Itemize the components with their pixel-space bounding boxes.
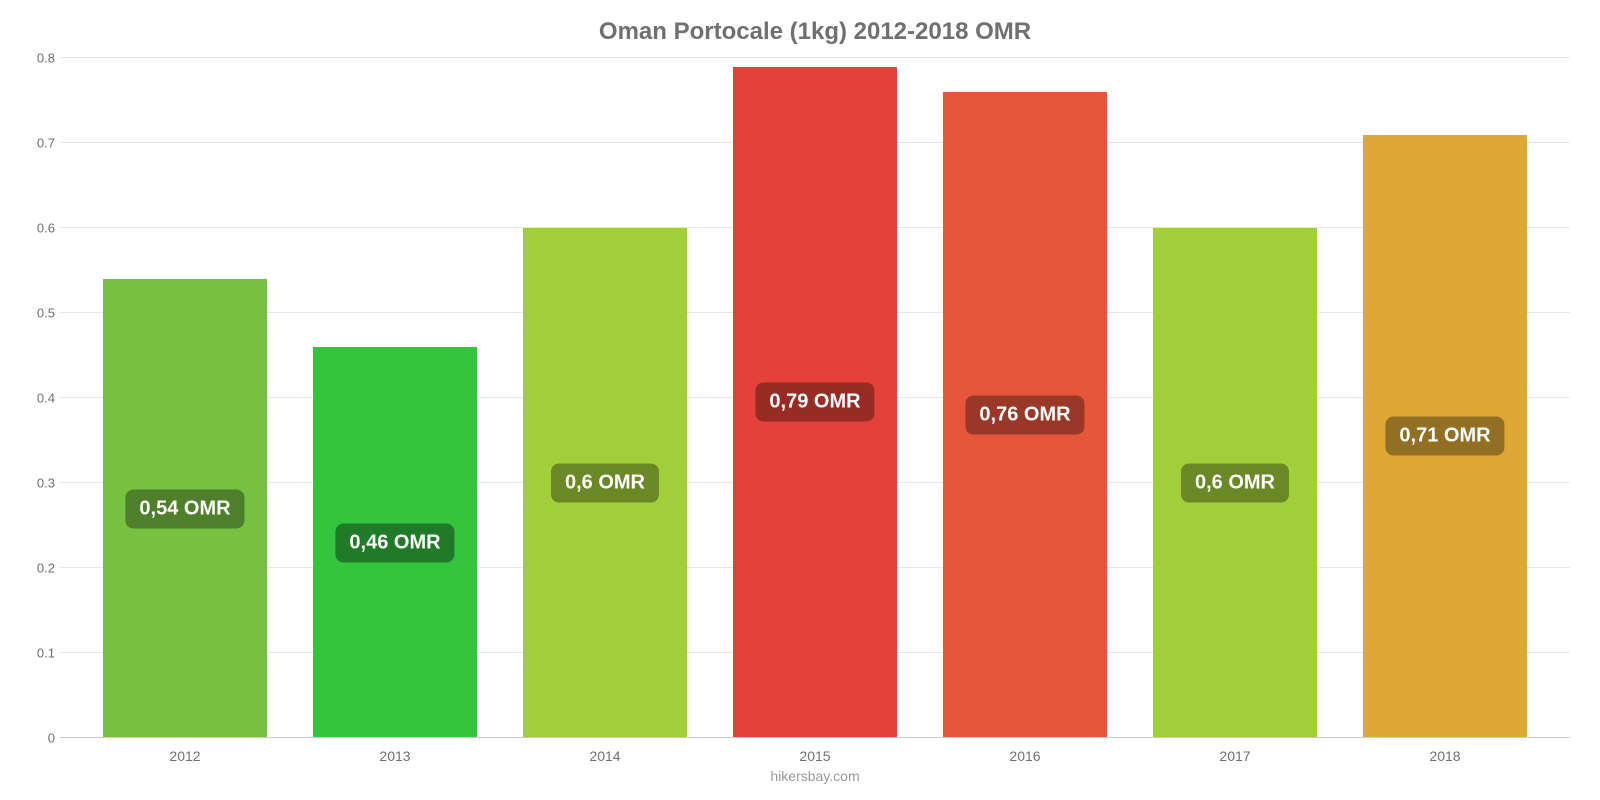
x-tick-label: 2016 — [920, 748, 1130, 764]
bar: 0,54 OMR — [103, 279, 267, 738]
y-tick-label: 0.5 — [15, 306, 55, 321]
bar: 0,46 OMR — [313, 347, 477, 738]
y-tick-label: 0.7 — [15, 136, 55, 151]
value-badge: 0,71 OMR — [1385, 417, 1504, 456]
value-badge: 0,46 OMR — [335, 523, 454, 562]
plot-area: 00.10.20.30.40.50.60.70.8 0,54 OMR0,46 O… — [60, 58, 1570, 738]
bar-slot: 0,6 OMR — [500, 58, 710, 738]
x-axis-labels: 2012201320142015201620172018 — [60, 748, 1570, 764]
x-tick-label: 2017 — [1130, 748, 1340, 764]
bar: 0,79 OMR — [733, 67, 897, 739]
bar: 0,71 OMR — [1363, 135, 1527, 739]
bar-slot: 0,79 OMR — [710, 58, 920, 738]
y-tick-label: 0.2 — [15, 561, 55, 576]
value-badge: 0,79 OMR — [755, 383, 874, 422]
bar: 0,76 OMR — [943, 92, 1107, 738]
value-badge: 0,6 OMR — [1181, 464, 1289, 503]
x-tick-label: 2012 — [80, 748, 290, 764]
y-tick-label: 0.4 — [15, 391, 55, 406]
y-tick-label: 0.1 — [15, 646, 55, 661]
x-tick-label: 2015 — [710, 748, 920, 764]
x-tick-label: 2014 — [500, 748, 710, 764]
chart-container: Oman Portocale (1kg) 2012-2018 OMR 00.10… — [0, 0, 1600, 800]
bar: 0,6 OMR — [523, 228, 687, 738]
bars-area: 0,54 OMR0,46 OMR0,6 OMR0,79 OMR0,76 OMR0… — [60, 58, 1570, 738]
bar: 0,6 OMR — [1153, 228, 1317, 738]
bar-slot: 0,46 OMR — [290, 58, 500, 738]
bar-slot: 0,71 OMR — [1340, 58, 1550, 738]
bar-slot: 0,76 OMR — [920, 58, 1130, 738]
bar-slot: 0,54 OMR — [80, 58, 290, 738]
y-tick-label: 0.8 — [15, 51, 55, 66]
value-badge: 0,54 OMR — [125, 489, 244, 528]
source-label: hikersbay.com — [60, 768, 1570, 784]
bar-slot: 0,6 OMR — [1130, 58, 1340, 738]
x-tick-label: 2018 — [1340, 748, 1550, 764]
y-tick-label: 0.3 — [15, 476, 55, 491]
value-badge: 0,76 OMR — [965, 396, 1084, 435]
x-tick-label: 2013 — [290, 748, 500, 764]
chart-title: Oman Portocale (1kg) 2012-2018 OMR — [60, 18, 1570, 46]
y-tick-label: 0 — [15, 731, 55, 746]
baseline — [60, 737, 1570, 738]
y-tick-label: 0.6 — [15, 221, 55, 236]
value-badge: 0,6 OMR — [551, 464, 659, 503]
